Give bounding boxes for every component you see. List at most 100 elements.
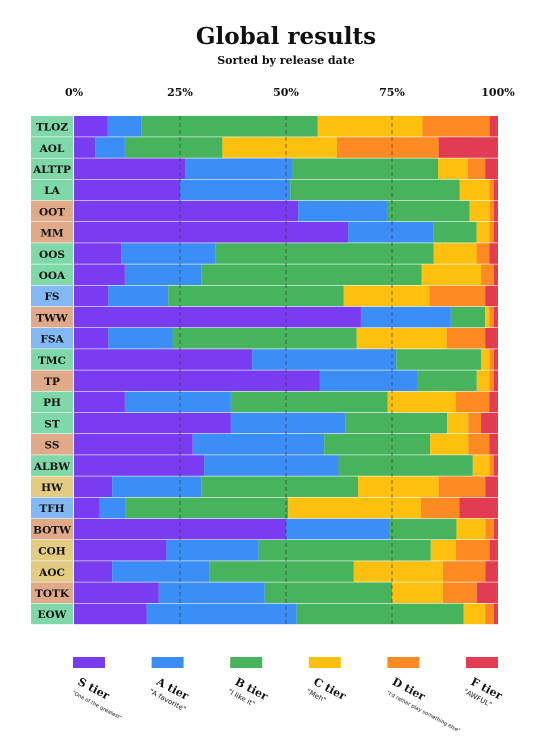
category-label-bg <box>31 455 73 476</box>
category-label: ST <box>44 418 60 430</box>
bar-segment <box>493 603 498 625</box>
bar-segment <box>74 455 205 476</box>
legend-swatch <box>73 657 105 668</box>
bar-segment <box>112 476 202 497</box>
bar-segment <box>141 116 318 137</box>
bar-segment <box>450 306 486 328</box>
bar-segment <box>447 412 469 434</box>
bar-segment <box>485 285 498 307</box>
bar-segment <box>74 137 96 158</box>
bar-segment <box>286 518 390 540</box>
bar-segment <box>476 370 490 391</box>
bar-segment <box>489 116 498 137</box>
bar-segment <box>485 158 498 179</box>
legend: S tier"One of the greatest"A tier"A favo… <box>71 657 505 734</box>
category-label: HW <box>41 482 63 494</box>
bar-segment <box>319 370 418 391</box>
bar-segment <box>489 370 494 391</box>
bar-segment <box>74 306 361 328</box>
bar-segment <box>493 306 498 328</box>
bar-segment <box>108 285 169 307</box>
bar-segment <box>258 540 431 561</box>
bar-segment <box>429 285 486 307</box>
x-tick-label: 75% <box>379 86 405 99</box>
bar-segment <box>421 264 482 285</box>
category-label-bg <box>31 264 73 285</box>
bar-segment <box>74 179 180 201</box>
category-label: PH <box>43 397 61 409</box>
category-label-bg <box>31 349 73 370</box>
bar-segment <box>489 391 498 413</box>
category-label: ALTTP <box>32 164 71 176</box>
bar-segment <box>493 222 498 243</box>
legend-swatch <box>308 657 341 668</box>
bar-segment <box>455 391 490 413</box>
category-label: TMC <box>38 355 66 367</box>
category-label-bg <box>31 391 73 413</box>
bar-segment <box>476 243 490 264</box>
legend-swatch <box>151 657 184 668</box>
category-label: FSA <box>40 334 64 346</box>
bar-segment <box>230 391 388 413</box>
bar-segment <box>222 137 337 158</box>
bar-segment <box>288 497 421 519</box>
x-tick-label: 0% <box>65 86 84 99</box>
bar-segment <box>481 412 498 434</box>
category-label-bg <box>31 412 73 434</box>
bar-segment <box>438 476 486 497</box>
bar-segment <box>166 540 259 561</box>
category-label-bg <box>31 497 73 519</box>
category-label: MM <box>40 228 64 240</box>
bar-segment <box>476 582 498 603</box>
bar-segment <box>485 518 494 540</box>
bar-segment <box>459 497 498 519</box>
bar-segment <box>493 264 498 285</box>
x-tick-label: 25% <box>167 86 193 99</box>
category-label: TLOZ <box>36 122 68 134</box>
category-label-bg <box>31 200 73 222</box>
category-label: TWW <box>36 312 68 324</box>
gridlines <box>179 116 393 625</box>
bar-segment <box>74 116 108 137</box>
bar-segment <box>201 476 359 497</box>
chart-subtitle: Sorted by release date <box>217 54 355 67</box>
bar-segment <box>358 476 439 497</box>
category-label-bg <box>31 561 73 582</box>
bar-segment <box>172 328 357 349</box>
bar-segment <box>345 412 448 434</box>
bar-segment <box>456 540 490 561</box>
bar-segment <box>489 222 494 243</box>
category-labels: TLOZ AOL ALTTP LA OOT MM OOS OOA FS TWW FSA TMC TP PH… <box>31 116 73 625</box>
bar-segment <box>442 582 477 603</box>
bar-segment <box>324 434 431 455</box>
category-label: AOL <box>39 143 65 155</box>
bar-segment <box>74 243 122 264</box>
bar-segment <box>387 200 470 222</box>
bar-segment <box>468 158 486 179</box>
category-label-bg <box>31 476 73 497</box>
category-label: OOA <box>39 270 66 282</box>
bar-segment <box>74 540 167 561</box>
bar-segment <box>493 349 498 370</box>
bar-segment <box>489 179 494 201</box>
bar-segment <box>489 540 498 561</box>
bar-segment <box>146 603 297 625</box>
bar-segment <box>420 497 460 519</box>
bar-segment <box>124 391 231 413</box>
bar-segment <box>433 222 477 243</box>
bar-segment <box>108 328 173 349</box>
bar-area <box>74 116 498 625</box>
bar-segment <box>392 582 443 603</box>
legend-swatch <box>230 657 263 668</box>
category-label-bg <box>31 116 73 137</box>
bar-segment <box>124 264 202 285</box>
category-label-bg <box>31 582 73 603</box>
bar-segment <box>489 455 494 476</box>
bar-segment <box>74 497 100 519</box>
category-label: EOW <box>38 609 67 621</box>
bar-segment <box>430 434 469 455</box>
bar-segment <box>107 116 142 137</box>
bar-segment <box>74 476 113 497</box>
category-label: AOC <box>38 567 65 579</box>
bar-segment <box>476 222 490 243</box>
